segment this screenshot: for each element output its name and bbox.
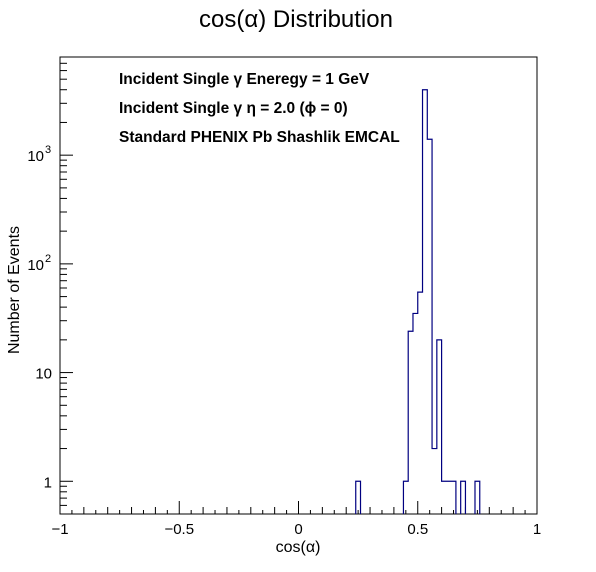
x-tick-label: 1 — [533, 521, 541, 538]
annotation-eta: Incident Single γ η = 2.0 (ϕ = 0) — [119, 100, 348, 117]
y-tick-label: 1 — [44, 474, 52, 491]
x-axis: −1 −0.5 0 0.5 1 — [51, 501, 541, 538]
x-tick-label: 0.5 — [407, 521, 428, 538]
y-tick-label: 10 — [27, 257, 44, 274]
y-tick-label: 10 — [35, 366, 52, 383]
annotation-detector: Standard PHENIX Pb Shashlik EMCAL — [119, 129, 400, 146]
y-tick-exponent: 3 — [45, 144, 51, 156]
x-tick-label: −0.5 — [164, 521, 194, 538]
y-axis-title: Number of Events — [6, 226, 23, 354]
plot-frame — [59, 56, 538, 515]
chart-title: cos(α) Distribution — [199, 6, 393, 33]
x-axis-title: cos(α) — [276, 539, 321, 556]
x-tick-label: −1 — [51, 521, 68, 538]
x-tick-label: 0 — [294, 521, 302, 538]
y-tick-exponent: 2 — [45, 253, 51, 265]
histogram-line — [355, 89, 481, 514]
y-tick-label: 10 — [27, 148, 44, 165]
annotation-energy: Incident Single γ Eneregy = 1 GeV — [119, 71, 370, 88]
